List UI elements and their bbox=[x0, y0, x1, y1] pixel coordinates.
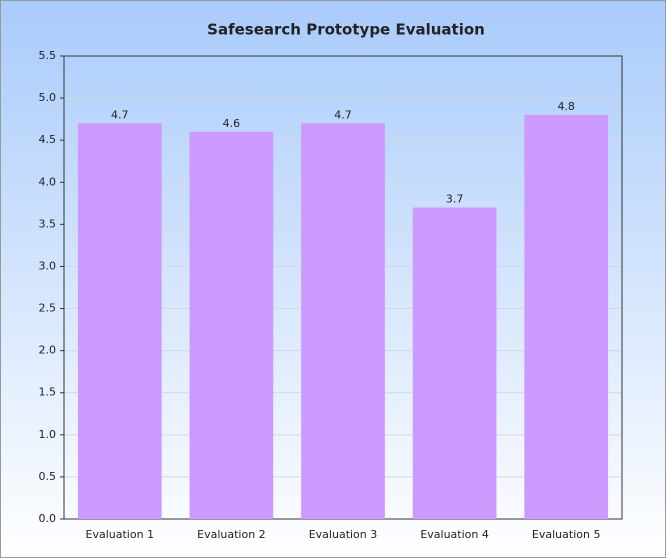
y-tick-label: 2.0 bbox=[39, 344, 57, 357]
x-tick-label: Evaluation 5 bbox=[532, 528, 601, 541]
x-tick-label: Evaluation 4 bbox=[420, 528, 489, 541]
y-tick-label: 0.5 bbox=[39, 470, 57, 483]
x-tick-label: Evaluation 3 bbox=[309, 528, 378, 541]
bar bbox=[412, 207, 497, 519]
y-tick-label: 4.0 bbox=[39, 175, 57, 188]
bar bbox=[524, 114, 609, 519]
data-label: 4.6 bbox=[223, 117, 241, 130]
y-tick-label: 3.5 bbox=[39, 217, 57, 230]
data-label: 3.7 bbox=[446, 193, 464, 206]
x-tick-label: Evaluation 2 bbox=[197, 528, 266, 541]
data-label: 4.7 bbox=[111, 108, 129, 121]
y-tick-label: 0.0 bbox=[39, 512, 57, 525]
y-tick-label: 2.5 bbox=[39, 302, 57, 315]
y-tick-label: 5.5 bbox=[39, 49, 57, 62]
chart-title: Safesearch Prototype Evaluation bbox=[207, 21, 485, 39]
bar bbox=[77, 123, 162, 519]
bar bbox=[189, 131, 274, 519]
bar bbox=[301, 123, 385, 519]
x-tick-label: Evaluation 1 bbox=[86, 528, 155, 541]
y-tick-label: 1.0 bbox=[39, 428, 57, 441]
data-label: 4.8 bbox=[557, 100, 575, 113]
y-tick-label: 5.0 bbox=[39, 91, 57, 104]
y-tick-label: 1.5 bbox=[39, 386, 57, 399]
data-label: 4.7 bbox=[334, 108, 352, 121]
y-tick-label: 3.0 bbox=[39, 259, 57, 272]
y-tick-label: 4.5 bbox=[39, 133, 57, 146]
